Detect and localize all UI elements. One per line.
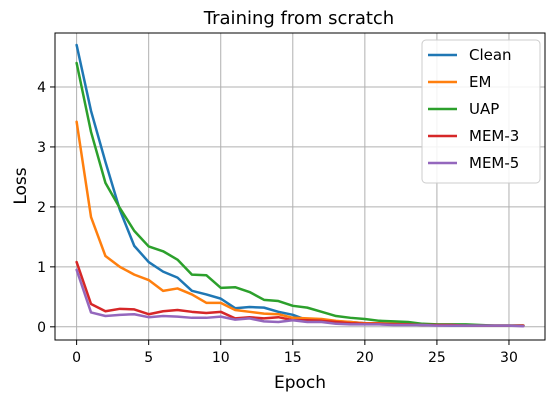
x-tick-label: 5 bbox=[144, 350, 153, 366]
legend-label-em: EM bbox=[469, 73, 491, 91]
y-tick-label: 0 bbox=[37, 320, 46, 336]
series-layer bbox=[75, 43, 525, 328]
y-tick-label: 1 bbox=[37, 260, 46, 276]
x-tick-label: 30 bbox=[500, 350, 518, 366]
legend-box bbox=[421, 39, 541, 184]
chart-title: Training from scratch bbox=[203, 8, 394, 29]
x-axis-label: Epoch bbox=[274, 373, 326, 393]
y-tick-label: 4 bbox=[37, 80, 46, 96]
x-tick-label: 0 bbox=[72, 350, 81, 366]
plot-frame bbox=[54, 32, 546, 341]
x-tick-label: 25 bbox=[428, 350, 446, 366]
legend: Clean EM UAP MEM-3 MEM-5 bbox=[421, 39, 541, 184]
y-axis-label: Loss bbox=[11, 167, 31, 204]
y-tick-label: 3 bbox=[37, 140, 46, 156]
series-line-mem-5 bbox=[75, 268, 525, 328]
x-tick-label: 15 bbox=[284, 350, 302, 366]
tick-layer: 0 5 10 15 20 25 30 0 1 2 3 4 bbox=[37, 80, 518, 366]
legend-label-uap: UAP bbox=[469, 100, 499, 118]
legend-label-mem-5: MEM-5 bbox=[469, 154, 519, 172]
y-tick-label: 2 bbox=[37, 200, 46, 216]
x-tick-label: 20 bbox=[356, 350, 374, 366]
x-tick-label: 10 bbox=[212, 350, 230, 366]
legend-label-mem-3: MEM-3 bbox=[469, 127, 519, 145]
legend-label-clean: Clean bbox=[469, 46, 512, 64]
